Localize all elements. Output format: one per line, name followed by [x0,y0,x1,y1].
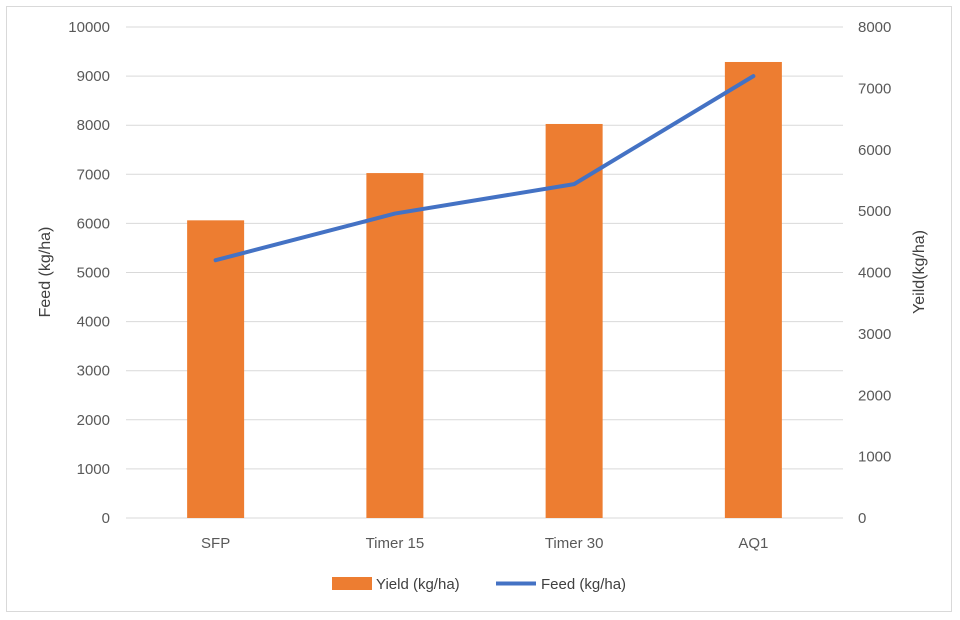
left-tick-label: 9000 [77,68,110,85]
x-tick-label: Timer 15 [366,535,425,552]
line-feed [213,74,756,263]
legend: Yield (kg/ha) Feed (kg/ha) [332,576,626,593]
left-tick-label: 1000 [77,461,110,478]
right-axis-ticks: 0 1000 2000 3000 4000 5000 6000 7000 8000 [858,19,891,527]
bar-yield [545,123,603,518]
line-series-feed [213,74,756,263]
x-tick-label: SFP [201,535,230,552]
bar-yield [187,220,245,519]
legend-label-yield: Yield (kg/ha) [376,576,460,593]
right-tick-label: 1000 [858,449,891,466]
left-tick-label: 4000 [77,314,110,331]
left-axis-title: Feed (kg/ha) [37,227,54,318]
left-tick-label: 8000 [77,117,110,134]
legend-swatch-yield [332,577,372,590]
right-tick-label: 3000 [858,326,891,343]
left-tick-label: 10000 [68,19,110,36]
left-tick-label: 6000 [77,215,110,232]
bar-yield [366,173,424,518]
x-axis-ticks: SFP Timer 15 Timer 30 AQ1 [201,535,768,552]
legend-label-feed: Feed (kg/ha) [541,576,626,593]
right-axis-title: Yeild(kg/ha) [911,230,928,314]
right-tick-label: 0 [858,510,866,527]
chart-frame [6,6,952,612]
right-tick-label: 5000 [858,203,891,220]
left-tick-label: 0 [102,510,110,527]
gridlines [126,26,843,519]
right-tick-label: 4000 [858,265,891,282]
bar-yield [724,61,782,518]
left-tick-label: 7000 [77,166,110,183]
left-tick-label: 5000 [77,265,110,282]
left-axis-ticks: 0 1000 2000 3000 4000 5000 6000 7000 8000 9000 100… [68,19,110,527]
left-tick-label: 3000 [77,363,110,380]
right-tick-label: 7000 [858,80,891,97]
right-tick-label: 2000 [858,387,891,404]
right-tick-label: 6000 [858,142,891,159]
right-tick-label: 8000 [858,19,891,36]
left-tick-label: 2000 [77,412,110,429]
x-tick-label: Timer 30 [545,535,604,552]
x-tick-label: AQ1 [738,535,768,552]
bar-series-yield [187,61,782,519]
